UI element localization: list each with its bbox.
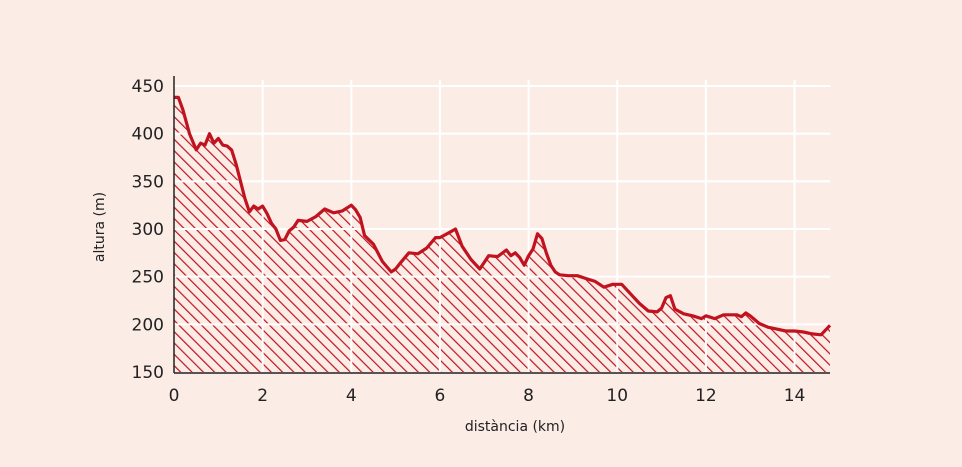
y-axis-title: altura (m) [92,192,108,262]
x-tick-label-5: 10 [606,386,628,406]
x-tick-label-4: 8 [523,386,534,406]
x-tick-label-1: 2 [257,386,268,406]
x-tick-label-3: 6 [435,386,446,406]
y-tick-label-1: 200 [132,315,164,335]
x-tick-labels: 0 2 4 6 8 10 12 14 [169,386,806,406]
x-tick-label-2: 4 [346,386,357,406]
elevation-line [174,95,832,337]
x-tick-label-0: 0 [169,386,180,406]
x-tick-label-6: 12 [695,386,717,406]
y-tick-label-4: 350 [132,172,164,192]
elevation-area [174,97,830,373]
y-tick-label-0: 150 [132,363,164,383]
y-tick-label-6: 450 [132,77,164,97]
y-tick-label-3: 300 [132,220,164,240]
gridlines [174,80,830,372]
y-tick-label-5: 400 [132,125,164,145]
x-axis-title: distància (km) [465,419,565,435]
y-tick-label-2: 250 [132,268,164,288]
y-tick-labels: 150 200 250 300 350 400 450 [132,77,164,383]
x-tick-label-7: 14 [784,386,806,406]
